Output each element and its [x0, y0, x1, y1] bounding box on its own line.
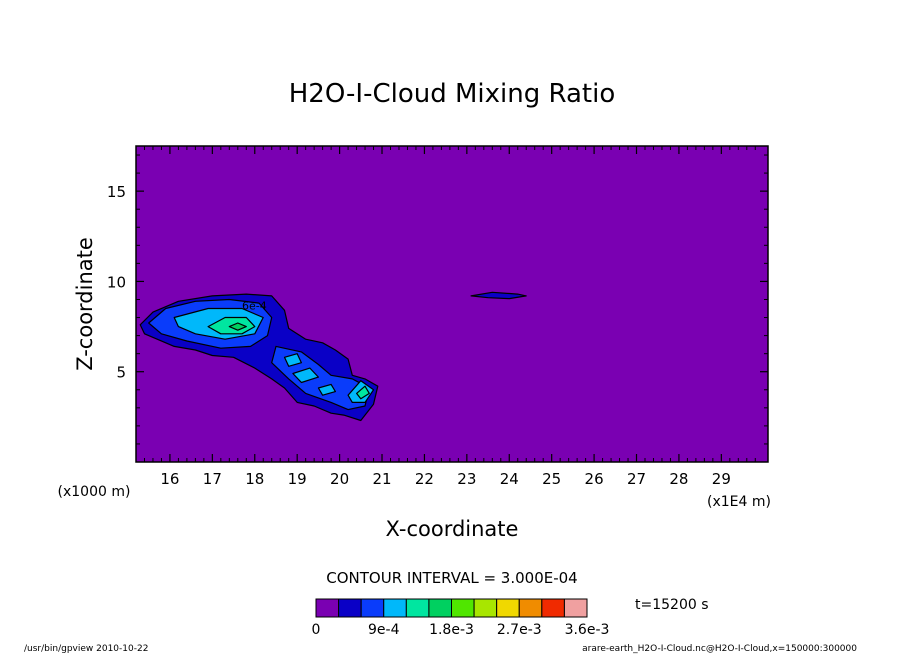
contour-region-10: [356, 385, 370, 400]
colorbar-swatch-5: [428, 598, 452, 618]
x-tick-label: 27: [627, 470, 646, 488]
colorbar-tick-label: 1.8e-3: [429, 622, 474, 638]
contour-regions: [139, 291, 527, 422]
y-axis-label: Z-coordinate: [73, 237, 97, 371]
plot-area: 6e-4 16 17 18 19 20 21 22 23 24 25 26 27 28 29 5 10 15: [107, 145, 769, 488]
x-tick-label: 25: [542, 470, 561, 488]
x-axis-unit: (x1E4 m): [707, 494, 771, 510]
x-tick-label: 16: [160, 470, 179, 488]
colorbar-tick-labels: 0 9e-4 1.8e-3 2.7e-3 3.6e-3: [312, 622, 610, 638]
y-axis-ticks: 5 10 15: [107, 154, 768, 445]
x-axis-ticks: 16 17 18 19 20 21 22 23 24 25 26 27 28 29: [135, 146, 756, 488]
colorbar-tick-label: 9e-4: [368, 622, 400, 638]
colorbar-swatch-9: [518, 598, 543, 618]
colorbar-swatch-1: [338, 598, 362, 618]
colorbar-tick-label: 2.7e-3: [497, 622, 542, 638]
contour-region-4: [283, 353, 302, 367]
contour-interval-label: CONTOUR INTERVAL = 3.000E-04: [326, 569, 577, 587]
contour-region-5: [292, 367, 319, 384]
colorbar-swatch-2: [360, 598, 385, 618]
colorbar-swatch-11: [563, 598, 588, 618]
y-tick-label: 15: [107, 183, 126, 201]
colorbar: [315, 598, 588, 618]
x-axis-label: X-coordinate: [386, 517, 519, 541]
time-label: t=15200 s: [635, 597, 709, 613]
colorbar-tick-label: 3.6e-3: [565, 622, 610, 638]
contour-region-11: [470, 291, 527, 300]
contour-region-9: [228, 322, 247, 331]
colorbar-swatch-3: [383, 598, 407, 618]
x-tick-label: 22: [415, 470, 434, 488]
x-tick-label: 26: [585, 470, 604, 488]
x-tick-label: 29: [712, 470, 731, 488]
y-tick-label: 10: [107, 273, 126, 291]
colorbar-swatch-8: [496, 598, 520, 618]
footer-right: arare-earth_H2O-I-Cloud.nc@H2O-I-Cloud,x…: [582, 644, 857, 654]
colorbar-swatch-6: [451, 598, 475, 618]
y-tick-label: 5: [116, 364, 126, 382]
colorbar-swatch-4: [405, 598, 430, 618]
x-tick-label: 17: [203, 470, 222, 488]
footer-left: /usr/bin/gpview 2010-10-22: [24, 644, 148, 654]
colorbar-swatch-10: [541, 598, 565, 618]
x-tick-label: 20: [330, 470, 349, 488]
colorbar-swatch-7: [473, 598, 498, 618]
x-tick-label: 19: [288, 470, 307, 488]
y-axis-unit: (x1000 m): [58, 484, 131, 500]
chart-title: H2O-I-Cloud Mixing Ratio: [289, 79, 616, 109]
x-tick-label: 28: [669, 470, 688, 488]
colorbar-tick-label: 0: [312, 622, 321, 638]
colorbar-swatch-0: [315, 598, 340, 618]
contour-region-6: [317, 383, 336, 396]
contour-inline-label: 6e-4: [242, 299, 267, 312]
x-tick-label: 18: [245, 470, 264, 488]
x-tick-label: 21: [372, 470, 391, 488]
x-tick-label: 24: [500, 470, 519, 488]
x-tick-label: 23: [457, 470, 476, 488]
plot-frame: [135, 145, 769, 463]
